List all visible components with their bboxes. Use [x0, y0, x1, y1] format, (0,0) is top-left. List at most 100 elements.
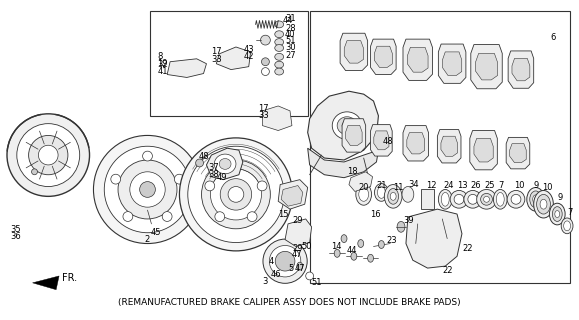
Ellipse shape	[337, 117, 357, 134]
Polygon shape	[437, 130, 461, 163]
Circle shape	[142, 151, 152, 161]
Circle shape	[231, 162, 241, 172]
Ellipse shape	[188, 146, 284, 243]
Text: 6: 6	[551, 33, 556, 42]
Ellipse shape	[552, 207, 562, 221]
Ellipse shape	[220, 179, 252, 210]
Text: 9: 9	[534, 181, 539, 190]
Polygon shape	[346, 125, 362, 146]
Polygon shape	[510, 144, 526, 163]
Circle shape	[28, 135, 68, 175]
Ellipse shape	[275, 68, 284, 75]
Ellipse shape	[530, 191, 541, 208]
Circle shape	[257, 181, 267, 191]
Polygon shape	[506, 137, 530, 169]
Circle shape	[483, 196, 489, 202]
Text: 3: 3	[262, 277, 268, 286]
Ellipse shape	[533, 195, 538, 204]
Ellipse shape	[297, 262, 303, 270]
Circle shape	[7, 114, 90, 196]
Ellipse shape	[228, 187, 244, 202]
Ellipse shape	[534, 190, 554, 218]
Ellipse shape	[263, 239, 307, 283]
Text: 22: 22	[462, 244, 472, 253]
Text: (REMANUFACTURED BRAKE CALIPER ASSY DOES NOT INCLUDE BRAKE PADS): (REMANUFACTURED BRAKE CALIPER ASSY DOES …	[118, 298, 461, 308]
Text: 18: 18	[347, 167, 358, 176]
Ellipse shape	[275, 39, 284, 45]
Text: 7: 7	[499, 181, 504, 190]
Circle shape	[174, 174, 184, 184]
Text: 7: 7	[567, 208, 573, 217]
Text: 27: 27	[285, 51, 296, 60]
Text: 48: 48	[199, 152, 209, 161]
Ellipse shape	[555, 211, 560, 218]
Text: 24: 24	[444, 181, 454, 190]
Text: 15: 15	[278, 210, 289, 219]
Ellipse shape	[388, 188, 398, 204]
Ellipse shape	[210, 169, 262, 220]
Text: 20: 20	[359, 183, 369, 192]
Text: 50: 50	[302, 242, 312, 251]
Polygon shape	[475, 53, 497, 80]
Polygon shape	[375, 46, 393, 68]
Ellipse shape	[493, 189, 507, 209]
Circle shape	[247, 212, 257, 221]
Circle shape	[376, 144, 384, 152]
Ellipse shape	[219, 158, 231, 169]
Circle shape	[205, 181, 215, 191]
Polygon shape	[406, 209, 462, 268]
Text: 29: 29	[292, 216, 302, 225]
Polygon shape	[262, 106, 292, 131]
Text: 48: 48	[382, 137, 393, 146]
Text: 46: 46	[270, 270, 281, 279]
Polygon shape	[407, 133, 425, 154]
Ellipse shape	[378, 187, 385, 198]
Ellipse shape	[402, 187, 414, 202]
Text: 2: 2	[145, 235, 150, 244]
Bar	[421, 189, 434, 209]
Polygon shape	[508, 51, 534, 88]
Ellipse shape	[275, 61, 284, 68]
Circle shape	[215, 212, 225, 221]
Polygon shape	[281, 186, 303, 206]
Polygon shape	[512, 58, 530, 81]
Polygon shape	[278, 180, 307, 209]
Text: 13: 13	[457, 181, 468, 190]
Text: 36: 36	[10, 232, 21, 241]
Ellipse shape	[540, 199, 547, 209]
Circle shape	[468, 194, 478, 204]
Text: 10: 10	[543, 183, 553, 192]
Circle shape	[275, 252, 295, 271]
Ellipse shape	[179, 138, 292, 251]
Polygon shape	[371, 124, 392, 156]
Circle shape	[454, 194, 464, 204]
Text: 45: 45	[151, 228, 161, 237]
Text: 30: 30	[285, 44, 296, 52]
Text: 25: 25	[485, 181, 495, 190]
Circle shape	[162, 212, 172, 221]
Text: 51: 51	[285, 36, 295, 44]
Text: 21: 21	[376, 181, 387, 190]
Text: 19: 19	[157, 59, 168, 68]
Text: 8: 8	[157, 52, 163, 61]
Circle shape	[196, 159, 204, 167]
Ellipse shape	[397, 221, 405, 232]
Ellipse shape	[351, 252, 357, 260]
Polygon shape	[151, 11, 307, 116]
Polygon shape	[471, 44, 502, 89]
Polygon shape	[285, 219, 312, 246]
Ellipse shape	[368, 254, 373, 262]
Polygon shape	[217, 47, 251, 69]
Ellipse shape	[496, 192, 504, 206]
Circle shape	[481, 193, 492, 205]
Text: 39: 39	[403, 216, 413, 225]
Ellipse shape	[441, 192, 449, 206]
Ellipse shape	[537, 194, 551, 214]
Text: 42: 42	[244, 52, 254, 61]
Circle shape	[140, 182, 155, 197]
Ellipse shape	[384, 185, 402, 208]
Ellipse shape	[527, 188, 544, 211]
Ellipse shape	[563, 221, 570, 231]
Circle shape	[123, 212, 133, 221]
Circle shape	[111, 174, 120, 184]
